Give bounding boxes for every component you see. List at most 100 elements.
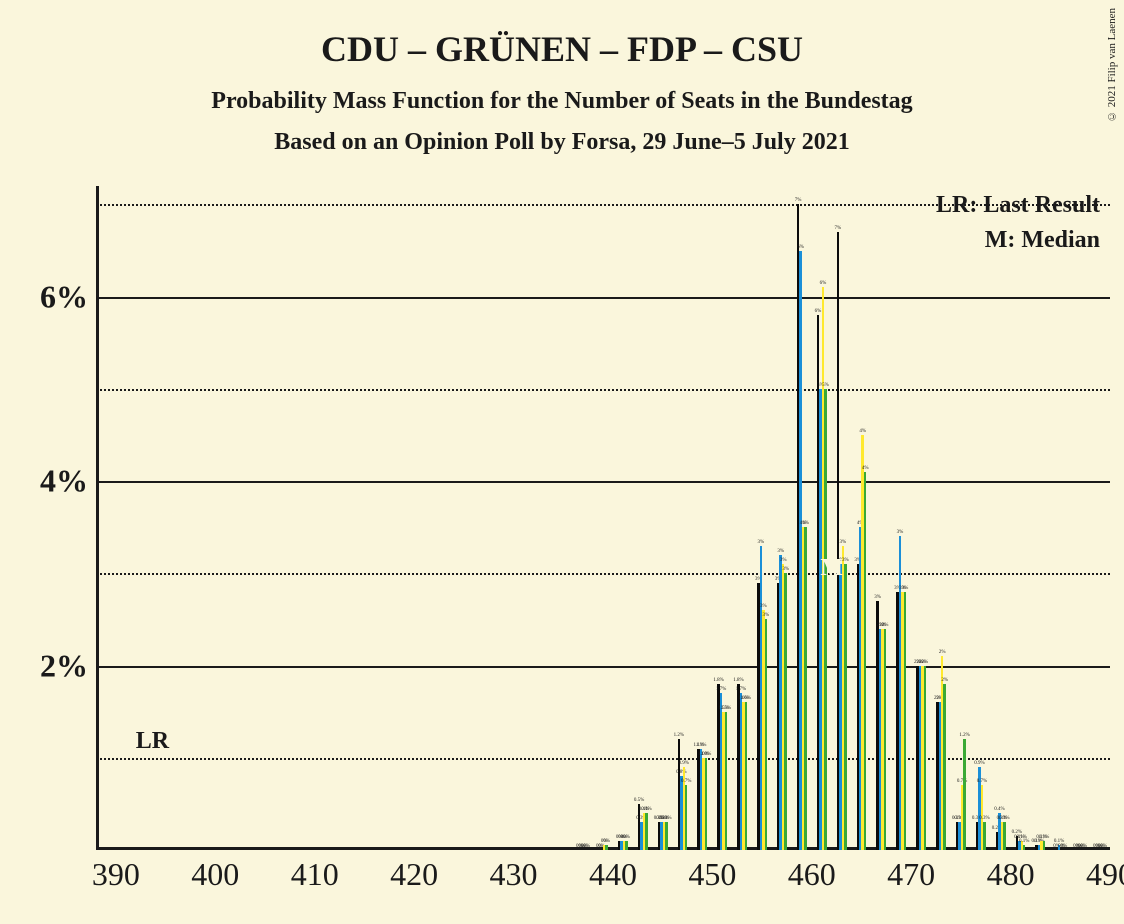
bar-value-label: 0.3% [654,816,664,822]
bar: 3% [765,619,767,850]
bar: 1.2% [678,739,680,850]
bar-value-label: 0% [603,839,610,845]
bar: 2% [943,684,945,850]
bar-value-label: 3% [897,530,904,536]
bar-value-label: 1.6% [738,696,748,702]
y-tick-label: 2% [40,647,96,684]
bar: 0.3% [958,822,960,850]
bar-value-label: 1.1% [693,743,703,749]
legend-lr: LR: Last Result [936,192,1100,219]
bar: 7% [797,204,799,850]
bar-value-label: 0.3% [972,816,982,822]
bar: 2% [939,702,941,850]
lr-label: LR [136,728,169,755]
bar-value-label: 3% [757,540,764,546]
bar: 3% [857,564,859,850]
bar-value-label: 6% [815,309,822,315]
bar: 0.3% [665,822,667,850]
bar-value-label: 0.1% [1019,839,1029,845]
bar: 1.0% [705,758,707,850]
bar-value-label: 0.3% [659,816,669,822]
bar-value-label: 6% [797,245,804,251]
bar: 0.9% [978,767,980,850]
bar-value-label: 0.8% [676,770,686,776]
chart-subtitle-2: Based on an Opinion Poll by Forsa, 29 Ju… [0,115,1124,156]
bar-value-label: 0.3% [661,816,671,822]
bar-value-label: 0.1% [1054,839,1064,845]
bar-value-label: 3% [894,586,901,592]
bar-value-label: 0.1% [1031,839,1041,845]
bar: 3% [901,592,903,850]
chart-container: © 2021 Filip van Laenen CDU – GRÜNEN – F… [0,0,1124,924]
bar: 3% [896,592,898,850]
bar-value-label: 3% [854,558,861,564]
bar-value-label: 0.1% [1034,839,1044,845]
bar-value-label: 1.8% [733,678,743,684]
bar-value-label: 0% [616,835,623,841]
bar-value-label: 3% [760,604,767,610]
bar-value-label: 1.7% [716,687,726,693]
bar: 3% [899,536,901,850]
bar: 0.3% [660,822,662,850]
bar: 4% [859,527,861,850]
bar-value-label: 3% [842,558,849,564]
bar: 0.3% [1001,822,1003,850]
grid-major [96,666,1110,668]
chart-subtitle-1: Probability Mass Function for the Number… [0,70,1124,115]
bar: 4% [861,435,863,850]
bar-value-label: 4% [859,429,866,435]
bar-value-label: 3% [755,577,762,583]
bar-value-label: 3% [874,595,881,601]
grid-minor [96,573,1110,575]
bar-value-label: 6% [820,281,827,287]
grid-major [96,297,1110,299]
bar-value-label: 0.1% [1017,835,1027,841]
bar-value-label: 1.8% [713,678,723,684]
bar-value-label: 4% [802,521,809,527]
bar-value-label: 2% [941,678,948,684]
grid-minor [96,389,1110,391]
bar-value-label: 0.3% [954,816,964,822]
bar: 3% [782,564,784,850]
bar: 3% [762,610,764,850]
bar: 1.7% [720,693,722,850]
bar: 0.4% [645,813,647,850]
bar: 0.3% [956,822,958,850]
bar: 3% [876,601,878,850]
bar-value-label: 1.2% [674,733,684,739]
bar: 1.8% [737,684,739,850]
bar-value-label: 3% [899,586,906,592]
bar: 2% [884,629,886,850]
bar-value-label: 0.7% [681,779,691,785]
bar: 6% [822,287,824,850]
bar-value-label: 4% [862,466,869,472]
bar: 4% [864,472,866,850]
bar: 1.0% [702,758,704,850]
bar: 2% [941,656,943,850]
x-tick-label: 440 [589,850,637,893]
bar: 5% [819,389,821,850]
bar: 3% [904,592,906,850]
bar-value-label: 0.1% [1039,835,1049,841]
bar: 0.5% [638,804,640,850]
x-tick-label: 460 [788,850,836,893]
bar-value-label: 3% [775,577,782,583]
bar: 1.1% [700,749,702,850]
bar: 2% [879,629,881,850]
x-tick-label: 430 [490,850,538,893]
bar-value-label: 0.3% [997,816,1007,822]
bar: 0.4% [998,813,1000,850]
bar: 1.7% [740,693,742,850]
bar: 6% [799,251,801,850]
bars-layer: 0%0%0%0%0%0%0%0%0%0%0%0%0.5%0.3%0.4%0.4%… [96,186,1110,850]
bar: 6% [817,315,819,850]
bar-value-label: 0.2% [1012,830,1022,836]
bar-value-label: 1.2% [959,733,969,739]
bar-value-label: 3% [777,549,784,555]
bar-value-label: 1.6% [741,696,751,702]
bar: 3% [842,546,844,850]
bar-value-label: 1.7% [736,687,746,693]
bar-value-label: 0.7% [957,779,967,785]
bar: 1.2% [963,739,965,850]
bar-value-label: 4% [800,521,807,527]
